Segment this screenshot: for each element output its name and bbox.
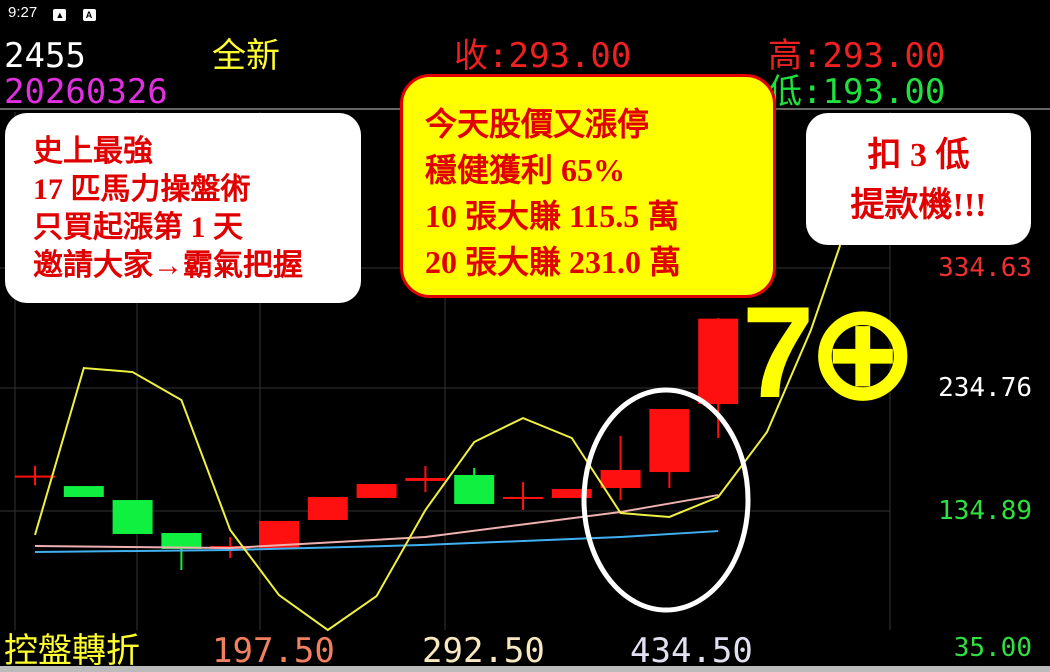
promo-line: 史上最強 [33, 135, 153, 168]
keyboard-a-icon: A [82, 9, 96, 21]
candle-body [161, 533, 202, 549]
trade-date: 20260326 [4, 72, 168, 112]
bottom-bar [0, 666, 1050, 672]
low-price: 低:193.00 [768, 72, 946, 112]
candle-body [63, 486, 104, 497]
promo-line: 穩健獲利 65% [425, 152, 626, 188]
candle-body [112, 500, 153, 534]
y-axis-label: 134.89 [938, 496, 1032, 526]
promo-box-left: 史上最強 17 匹馬力操盤術 只買起漲第 1 天 邀請大家→霸氣把握 [5, 113, 361, 303]
candle-body [649, 409, 690, 473]
ma-value-mid: 292.50 [422, 631, 545, 671]
status-time: 9:27 [8, 4, 38, 21]
indicator-title: 控盤轉折 [4, 631, 140, 671]
promo-box-center: 今天股價又漲停 穩健獲利 65% 10 張大賺 115.5 萬 20 張大賺 2… [400, 74, 776, 298]
candle-body [307, 496, 348, 520]
candle-body [698, 318, 739, 405]
promo-line: 10 張大賺 115.5 萬 [425, 198, 680, 234]
image-icon: ▲ [53, 9, 67, 21]
ma-value-long: 434.50 [630, 631, 753, 671]
status-bar: 9:27 ▲ A [8, 4, 96, 21]
promo-line: 只買起漲第 1 天 [33, 211, 243, 244]
big-symbol: 7⊕ [742, 279, 917, 425]
promo-line: 20 張大賺 231.0 萬 [425, 244, 682, 280]
candle-body [405, 478, 446, 481]
y-axis-label: 35.00 [953, 633, 1032, 663]
candle-body [551, 488, 592, 498]
ma-line-short [34, 244, 842, 632]
close-price: 收:293.00 [454, 36, 632, 76]
candle-body [600, 469, 641, 488]
highlight-circle [581, 387, 751, 613]
promo-line: 今天股價又漲停 [425, 106, 650, 142]
promo-line: 提款機!!! [850, 187, 987, 224]
y-axis-label: 234.76 [938, 373, 1032, 403]
promo-line: 邀請大家→霸氣把握 [33, 249, 303, 282]
high-price: 高:293.00 [768, 36, 946, 76]
ma-line-long [34, 530, 719, 553]
candle-body [259, 520, 299, 548]
ma-line-mid [34, 494, 719, 549]
promo-line: 扣 3 低 [867, 137, 970, 174]
y-axis-label: 334.63 [938, 253, 1032, 283]
candle-body [503, 496, 543, 499]
candle-body [356, 483, 397, 498]
stock-code: 2455 [4, 36, 86, 76]
stock-name: 全新 [212, 36, 280, 76]
candle-body [454, 474, 495, 505]
candle-body [15, 475, 55, 478]
promo-line: 17 匹馬力操盤術 [33, 173, 251, 206]
ma-value-short: 197.50 [212, 631, 335, 671]
promo-box-right: 扣 3 低 提款機!!! [806, 113, 1031, 245]
